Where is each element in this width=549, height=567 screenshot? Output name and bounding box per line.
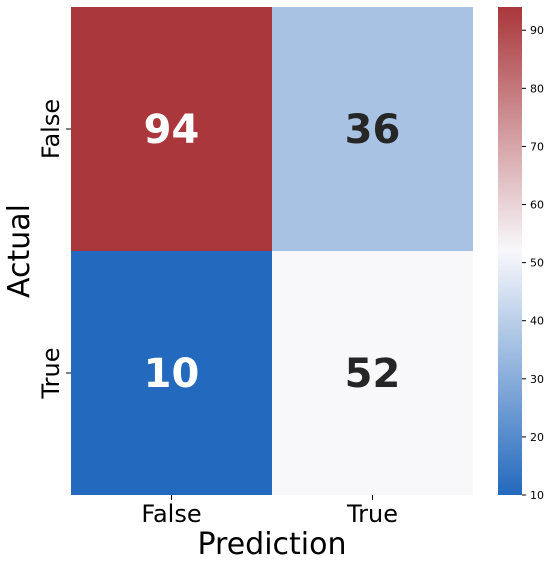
cell-annotation: 52: [345, 351, 401, 397]
colorbar-tick-label: 60: [530, 199, 544, 212]
x-axis-label: Prediction: [197, 527, 346, 562]
heatmap-cell: [272, 7, 473, 251]
colorbar-tick-label: 50: [530, 257, 544, 270]
x-axis-ticks: False True: [141, 495, 398, 528]
colorbar: [498, 7, 522, 495]
x-tick-label: True: [346, 500, 398, 528]
colorbar-ticks: 10 20 30 40 50 60 70 80 90: [522, 24, 544, 502]
cell-annotation: 94: [144, 107, 200, 153]
heatmap-cell: [71, 251, 272, 495]
cell-annotations: 94 36 10 52: [144, 107, 401, 397]
heatmap-cells: [71, 7, 473, 495]
colorbar-tick-label: 40: [530, 315, 544, 328]
cell-annotation: 36: [345, 107, 401, 153]
colorbar-tick-label: 80: [530, 82, 544, 95]
y-tick-label: False: [37, 99, 65, 159]
colorbar-tick-label: 10: [530, 489, 544, 502]
y-axis-ticks: False True: [37, 99, 71, 400]
x-tick-label: False: [141, 500, 201, 528]
y-tick-label: True: [37, 348, 65, 400]
colorbar-tick-label: 70: [530, 140, 544, 153]
cell-annotation: 10: [144, 351, 200, 397]
colorbar-tick-label: 20: [530, 431, 544, 444]
colorbar-tick-label: 30: [530, 373, 544, 386]
colorbar-tick-label: 90: [530, 24, 544, 37]
heatmap-cell: [71, 7, 272, 251]
y-axis-label: Actual: [2, 204, 37, 298]
heatmap-cell: [272, 251, 473, 495]
